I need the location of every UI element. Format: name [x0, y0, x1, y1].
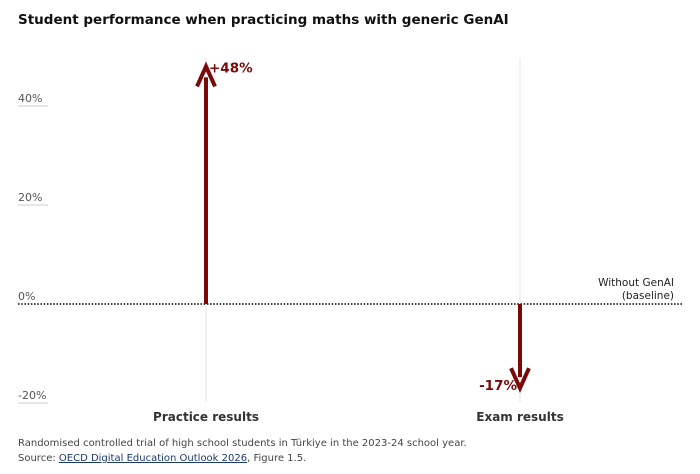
source-prefix: Source: — [18, 453, 59, 464]
footnote: Randomised controlled trial of high scho… — [18, 438, 467, 449]
value-label-1: -17% — [479, 378, 517, 394]
y-tick-label: 40% — [18, 92, 42, 105]
baseline-label-line1: Without GenAI — [598, 277, 674, 289]
chart-footer: Randomised controlled trial of high scho… — [18, 436, 467, 466]
baseline-label-line2: (baseline) — [622, 290, 674, 302]
source-suffix: , Figure 1.5. — [247, 453, 307, 464]
y-tick-label: 0% — [18, 290, 35, 303]
source-line: Source: OECD Digital Education Outlook 2… — [18, 451, 467, 466]
y-tick-label: -20% — [18, 389, 46, 402]
chart-title: Student performance when practicing math… — [18, 12, 509, 28]
source-link[interactable]: OECD Digital Education Outlook 2026 — [58, 453, 248, 464]
category-label-0: Practice results — [153, 410, 259, 424]
arrow-head-1 — [509, 367, 531, 394]
arrow-head-0 — [195, 61, 217, 88]
value-label-0: +48% — [209, 60, 253, 76]
category-label-1: Exam results — [476, 410, 563, 424]
y-tick-label: 20% — [18, 191, 42, 204]
